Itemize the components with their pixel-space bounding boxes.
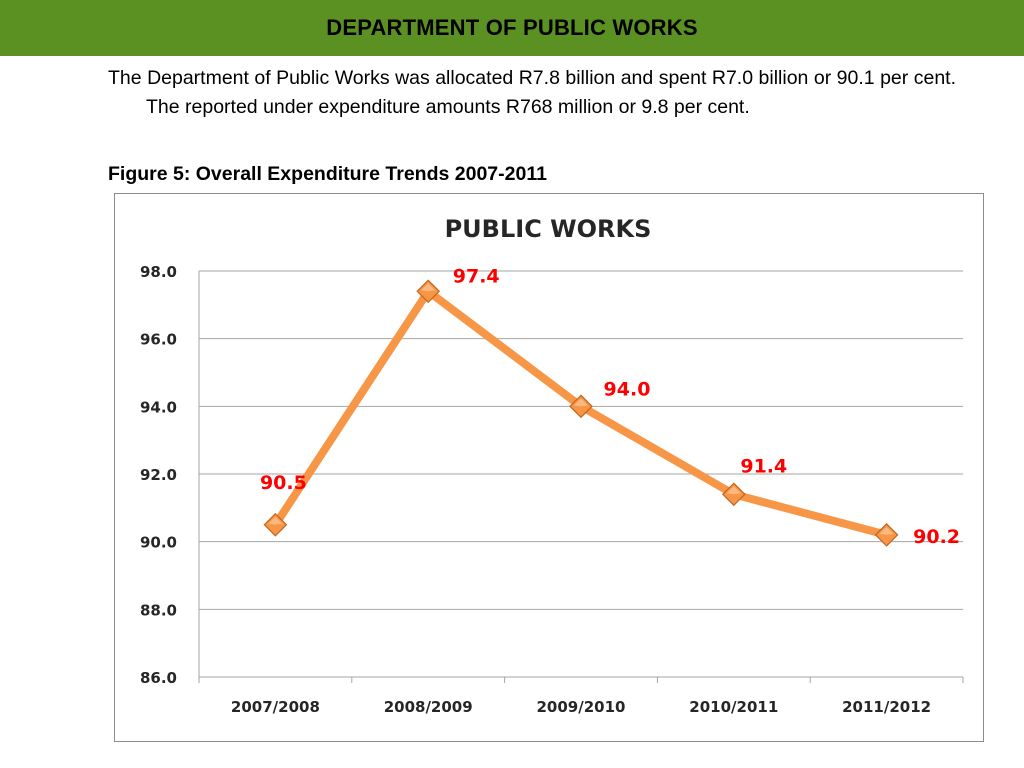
data-label: 91.4	[740, 455, 787, 477]
y-tick-label: 96.0	[140, 331, 177, 349]
diamond-marker-highlight	[574, 398, 588, 407]
chart-series	[263, 279, 899, 547]
diamond-marker-highlight	[879, 526, 894, 535]
body-paragraph: The Department of Public Works was alloc…	[108, 67, 956, 118]
chart-frame: 86.0 88.0 90.0 92.0 94.0 96.0 98.0 2007/2008 20…	[114, 193, 984, 742]
data-label: 90.2	[913, 526, 960, 548]
figure-caption: Figure 5: Overall Expenditure Trends 200…	[108, 163, 547, 185]
y-axis-tick-labels: 86.0 88.0 90.0 92.0 94.0 96.0 98.0	[140, 263, 177, 687]
y-tick-label: 98.0	[140, 263, 177, 281]
line-chart: 86.088.090.092.094.096.098.0 2007/2008 20…	[140, 215, 964, 716]
chart-title: PUBLIC WORKS	[445, 215, 652, 243]
y-tick-label: 92.0	[140, 466, 177, 484]
chart-axes	[198, 271, 964, 683]
x-axis-tick-labels: 2007/2008 2008/2009 2009/2010 2010/2011 2011…	[231, 698, 931, 716]
data-label: 97.4	[453, 265, 500, 287]
y-tick-label: 90.0	[140, 534, 177, 552]
y-tick-label: 94.0	[140, 398, 177, 416]
y-tick-label: 86.0	[140, 669, 177, 687]
diamond-marker-highlight	[268, 516, 283, 525]
y-tick-label: 88.0	[140, 601, 177, 619]
header-bar	[0, 0, 1024, 56]
x-tick-label: 2011/2012	[842, 698, 931, 716]
diamond-marker-highlight	[421, 283, 436, 292]
x-tick-label: 2007/2008	[231, 698, 320, 716]
page-title: DEPARTMENT OF PUBLIC WORKS	[326, 15, 698, 40]
chart-data-labels: 90.5 97.4 94.0 91.4 90.2	[260, 265, 960, 548]
x-tick-label: 2009/2010	[537, 698, 626, 716]
diamond-marker-highlight	[726, 486, 741, 495]
x-tick-label: 2010/2011	[689, 698, 778, 716]
data-label: 94.0	[604, 378, 651, 400]
chart-gridlines	[199, 270, 963, 610]
x-tick-label: 2008/2009	[384, 698, 473, 716]
data-label: 90.5	[260, 472, 307, 494]
diamond-marker	[874, 523, 899, 547]
